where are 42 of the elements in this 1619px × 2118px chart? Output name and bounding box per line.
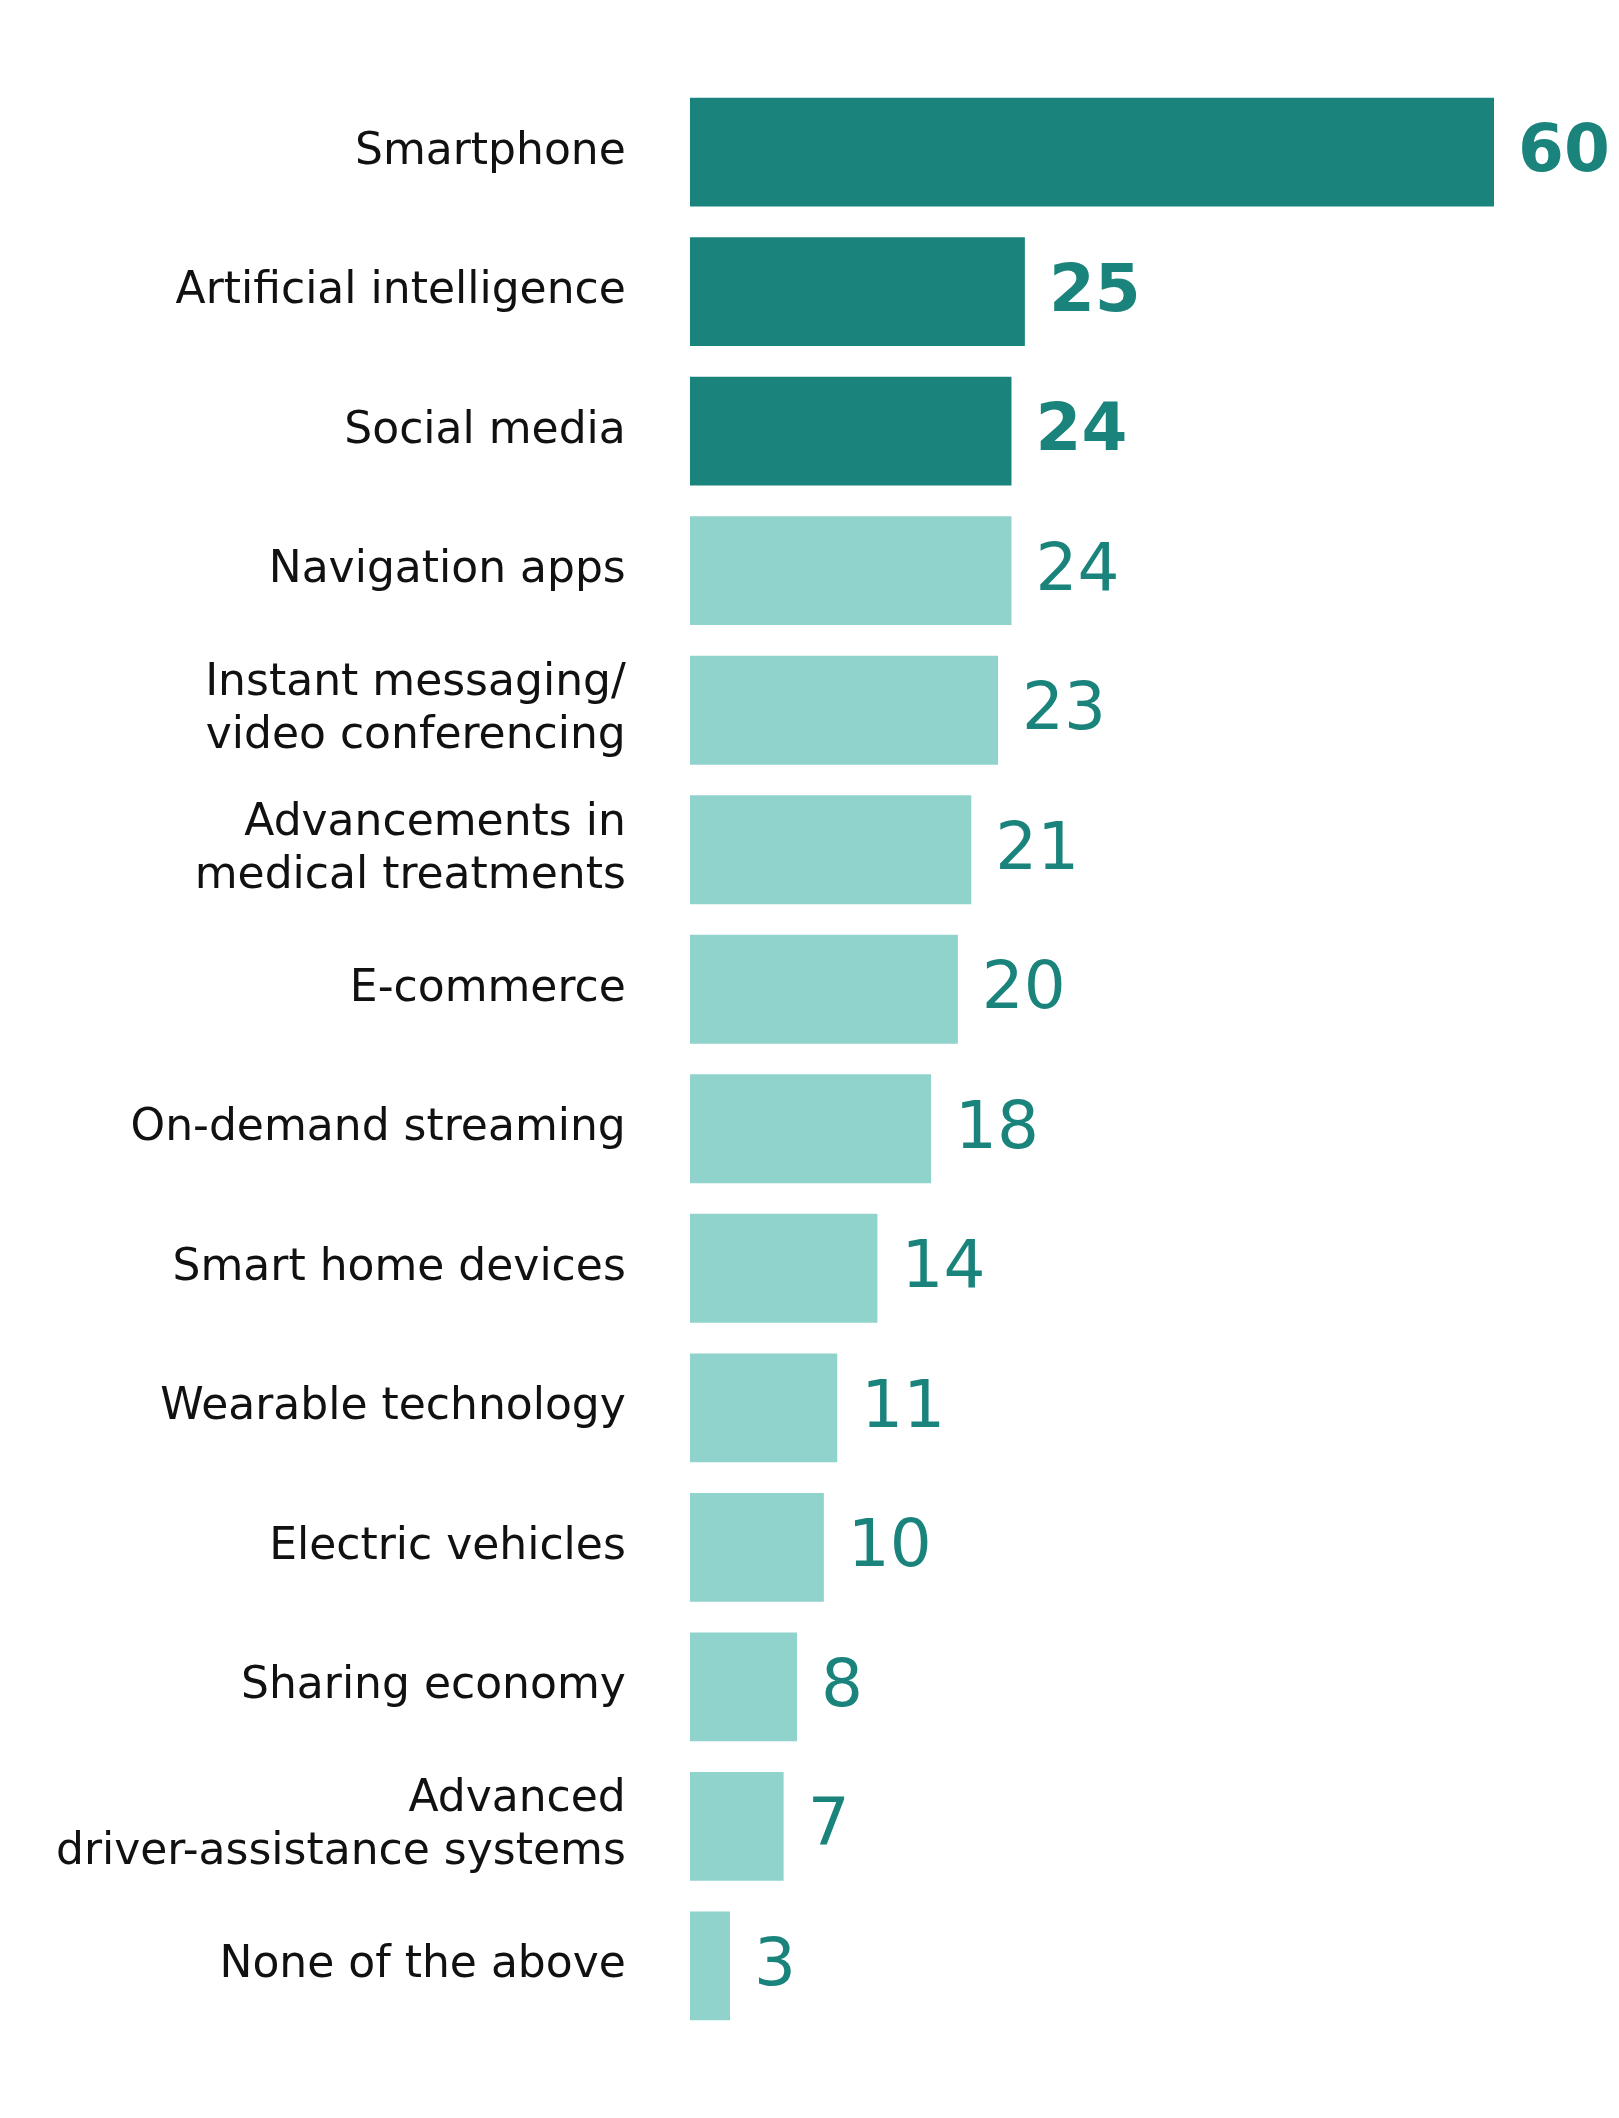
data-label: 14 bbox=[901, 1226, 986, 1304]
y-tick-label: Social media bbox=[344, 401, 626, 453]
bar bbox=[689, 795, 972, 905]
bar bbox=[689, 376, 1012, 486]
y-tick-label: None of the above bbox=[219, 1936, 626, 1988]
y-tick-label: Sharing economy bbox=[241, 1657, 626, 1709]
y-tick-label: Artificial intelligence bbox=[175, 262, 626, 314]
y-tick-label: Navigation apps bbox=[268, 541, 626, 593]
y-tick-label: Electric vehicles bbox=[269, 1517, 626, 1569]
data-label: 18 bbox=[955, 1086, 1040, 1164]
data-label: 7 bbox=[807, 1784, 850, 1862]
data-label: 10 bbox=[847, 1505, 932, 1583]
bar bbox=[689, 237, 1025, 347]
data-label: 60 bbox=[1518, 110, 1610, 188]
y-tick-label: E-commerce bbox=[349, 959, 626, 1011]
bar bbox=[689, 97, 1494, 207]
data-label: 23 bbox=[1022, 668, 1107, 746]
data-label: 25 bbox=[1048, 249, 1141, 327]
data-label: 20 bbox=[981, 947, 1066, 1025]
bar bbox=[689, 1632, 798, 1742]
data-label: 8 bbox=[821, 1644, 864, 1722]
data-label: 24 bbox=[1035, 528, 1120, 606]
y-tick-label: On-demand streaming bbox=[130, 1099, 626, 1151]
bar bbox=[689, 1492, 824, 1602]
bar bbox=[689, 516, 1012, 626]
bar bbox=[689, 934, 958, 1044]
bar bbox=[689, 1353, 838, 1463]
y-tick-label: Advancements in medical treatments bbox=[194, 793, 626, 898]
data-label: 3 bbox=[754, 1923, 797, 2001]
y-tick-label: Smart home devices bbox=[172, 1238, 626, 1290]
data-label: 11 bbox=[861, 1365, 946, 1443]
bar bbox=[689, 1074, 932, 1184]
y-tick-label: Advanced driver-assistance systems bbox=[56, 1770, 626, 1875]
bar bbox=[689, 655, 999, 765]
y-tick-label: Wearable technology bbox=[160, 1378, 626, 1430]
y-tick-label: Instant messaging/ video conferencing bbox=[205, 654, 626, 759]
bar bbox=[689, 1771, 784, 1881]
bar bbox=[689, 1213, 878, 1323]
y-tick-label: Smartphone bbox=[355, 122, 626, 174]
data-label: 24 bbox=[1035, 389, 1128, 467]
bar bbox=[689, 1911, 731, 2021]
data-label: 21 bbox=[995, 807, 1080, 885]
